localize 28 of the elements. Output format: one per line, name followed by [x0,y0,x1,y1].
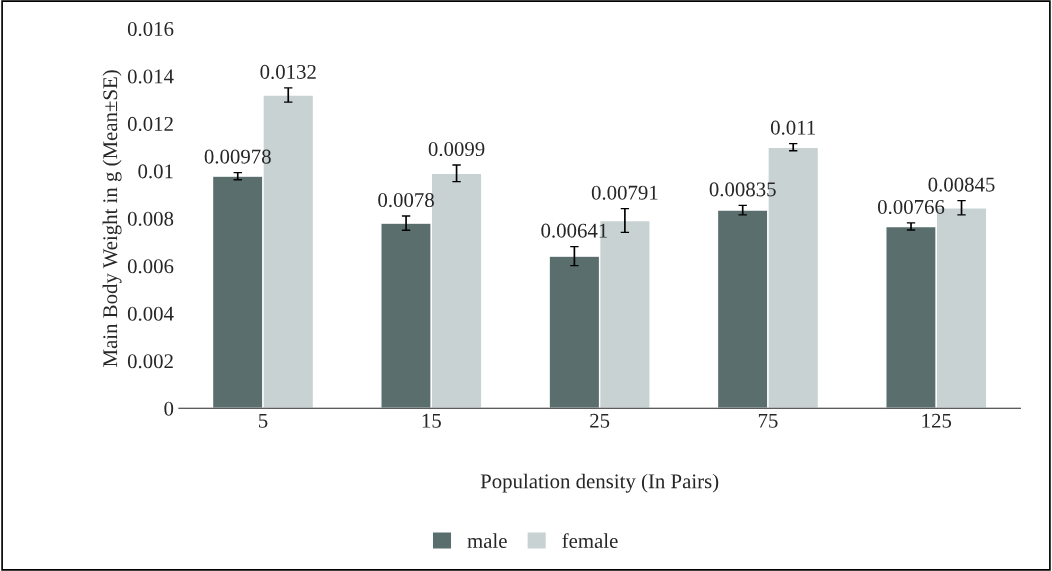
data-label: 0.00835 [709,182,776,197]
y-tick-label: 0 [164,401,174,416]
x-tick-label: 75 [758,413,778,428]
data-label: 0.00791 [591,185,658,200]
x-tick-label: 5 [259,413,268,428]
y-tick-label: 0.01 [138,164,173,179]
data-label: 0.0078 [378,193,434,208]
y-tick-label: 0.012 [127,116,173,131]
y-tick-label: 0.014 [127,69,174,84]
y-tick-label: 0.016 [127,21,174,37]
data-label: 0.00641 [541,223,607,238]
y-axis-title: Main Body Weight in g (Mean±SE) [102,70,122,367]
x-tick-label: 125 [922,413,952,428]
x-tick-label: 25 [590,413,610,428]
x-axis-title: Population density (In Pairs) [480,473,719,493]
y-tick-label: 0.004 [127,306,174,321]
data-label: 0.0099 [428,141,485,157]
y-tick-label: 0.002 [127,354,173,369]
data-label: 0.00845 [928,177,995,192]
legend-label: female [562,533,618,549]
data-label: 0.011 [770,120,815,135]
data-label: 0.0132 [260,64,316,79]
legend-label: male [467,533,507,549]
x-tick-label: 15 [422,413,441,428]
data-label: 0.00766 [877,199,945,215]
y-tick-label: 0.006 [127,259,174,274]
data-label: 0.00978 [204,149,271,164]
y-tick-label: 0.008 [127,211,174,226]
